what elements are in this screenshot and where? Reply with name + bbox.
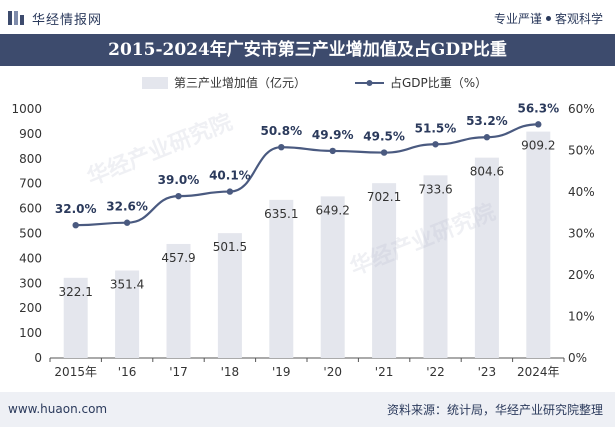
- bar: [474, 157, 499, 358]
- bar-value-label: 804.6: [470, 165, 504, 179]
- bar-value-label: 635.1: [264, 207, 298, 221]
- share-point: [432, 141, 439, 148]
- x-tick-label: 2024年: [517, 365, 560, 379]
- bar-value-label: 457.9: [161, 251, 195, 265]
- y-left-tick-label: 700: [19, 177, 42, 191]
- share-point: [226, 188, 234, 195]
- brand-logo-icon: [8, 11, 24, 25]
- x-tick-label: 2015年: [54, 365, 97, 379]
- bar-value-label: 649.2: [316, 203, 350, 217]
- share-line: [75, 123, 539, 227]
- share-value-label: 32.6%: [106, 200, 148, 214]
- x-tick-label: '20: [323, 365, 342, 379]
- chart: 第三产业增加值（亿元） 占GDP比重（%） 0 100 200 300 400 500 600 7…: [11, 75, 595, 379]
- bar-value-label: 909.2: [521, 139, 555, 153]
- share-point: [123, 219, 131, 226]
- legend-bar-swatch: [142, 77, 168, 89]
- y-left-tick-label: 400: [19, 251, 42, 265]
- y-left-tick-label: 300: [19, 276, 42, 290]
- bar: [217, 233, 242, 358]
- slogan: 专业严谨 客观科学: [494, 10, 603, 27]
- share-point: [278, 143, 285, 151]
- share-point: [175, 192, 182, 200]
- share-value-label: 56.3%: [517, 101, 559, 115]
- share-value-label: 50.8%: [260, 124, 302, 138]
- y-left-tick-label: 100: [19, 326, 42, 340]
- footer: www.huaon.com 资料来源：统计局，华经产业研究院整理: [0, 392, 615, 427]
- y-right-tick-label: 10%: [568, 310, 595, 324]
- y-left-tick-label: 1000: [11, 102, 42, 116]
- top-bar: 华经情报网 专业严谨 客观科学: [0, 0, 615, 34]
- x-tick-label: '19: [272, 365, 291, 379]
- x-tick-label: '17: [169, 365, 188, 379]
- y-right-tick-label: 60%: [568, 102, 595, 116]
- x-tick-label: '21: [375, 365, 394, 379]
- share-value-label: 32.0%: [55, 202, 97, 216]
- brand-name: 华经情报网: [32, 13, 103, 28]
- bar: [526, 131, 551, 358]
- title-bar: 2015-2024年广安市第三产业增加值及占GDP比重: [0, 34, 615, 66]
- slogan-right: 客观科学: [554, 12, 603, 26]
- bar: [269, 199, 294, 358]
- bar: [320, 196, 345, 358]
- bar: [423, 175, 448, 358]
- bar-value-label: 322.1: [59, 285, 93, 299]
- slogan-left: 专业严谨: [493, 12, 542, 26]
- y-left-tick-label: 800: [19, 152, 42, 166]
- y-right-tick-label: 50%: [568, 144, 595, 158]
- bar: [63, 277, 88, 358]
- bar: [115, 270, 140, 358]
- y-right-tick-label: 0%: [568, 351, 587, 365]
- y-right-tick-label: 30%: [568, 227, 595, 241]
- bar-value-label: 702.1: [367, 190, 401, 204]
- site-url: www.huaon.com: [8, 402, 108, 416]
- chart-title: 2015-2024年广安市第三产业增加值及占GDP比重: [108, 40, 507, 60]
- share-point: [72, 222, 79, 229]
- y-left-tick-label: 600: [19, 202, 42, 216]
- bar-value-label: 351.4: [110, 278, 144, 292]
- share-value-label: 49.5%: [363, 130, 405, 144]
- legend-line-label: 占GDP比重（%）: [390, 75, 487, 90]
- y-left-tick-label: 900: [19, 127, 42, 141]
- x-tick-label: '16: [118, 365, 137, 379]
- share-value-label: 40.1%: [209, 169, 251, 183]
- x-tick-label: '18: [221, 365, 240, 379]
- y-left-tick-label: 500: [19, 227, 42, 241]
- x-tick-label: '22: [426, 365, 445, 379]
- y-right-tick-label: 40%: [568, 185, 595, 199]
- legend-bar-label: 第三产业增加值（亿元）: [174, 75, 306, 90]
- share-value-label: 53.2%: [466, 114, 508, 128]
- data-source: 资料来源：统计局，华经产业研究院整理: [386, 403, 603, 417]
- y-left-tick-label: 200: [19, 301, 42, 315]
- share-point: [329, 147, 336, 155]
- share-point: [535, 121, 542, 128]
- bar-value-label: 733.6: [418, 182, 452, 196]
- share-value-label: 39.0%: [158, 173, 200, 187]
- y-right-tick-label: 20%: [568, 268, 595, 282]
- share-value-label: 51.5%: [415, 121, 457, 135]
- separator-dot-icon: [545, 16, 551, 21]
- share-point: [483, 134, 491, 141]
- bar: [166, 243, 191, 358]
- share-value-label: 49.9%: [312, 128, 354, 142]
- legend-line-marker: [366, 80, 373, 86]
- y-left-tick-label: 0: [34, 351, 42, 365]
- bar-value-label: 501.5: [213, 240, 247, 254]
- bar: [372, 183, 397, 358]
- x-tick-label: '23: [478, 365, 497, 379]
- share-point: [380, 149, 388, 156]
